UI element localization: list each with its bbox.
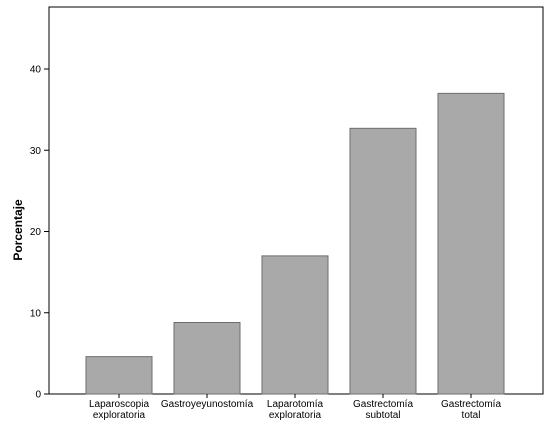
x-axis: Laparoscopia exploratoria Gastroyeyunostom… — [89, 394, 501, 421]
bar-3 — [349, 127, 417, 395]
x-tick-label-0: Laparoscopia exploratoria — [89, 399, 149, 421]
y-tick-label-0: 0 — [35, 390, 41, 401]
bar-0 — [85, 356, 153, 395]
bar-1 — [173, 322, 241, 395]
y-axis-title: Porcentaje — [11, 199, 25, 261]
y-tick-label-1: 10 — [30, 308, 42, 319]
x-tick-label-1: Gastroyeyunostomía — [161, 399, 254, 410]
x-tick-label-4: Gastrectomía total — [441, 399, 501, 421]
y-axis: 0 10 20 30 40 — [30, 65, 49, 401]
x-tick-label-2: Laparotomía exploratoria — [267, 399, 324, 421]
bar-2 — [261, 255, 329, 395]
y-tick-label-3: 30 — [30, 146, 42, 157]
bars — [85, 92, 505, 395]
bar-4 — [437, 92, 505, 395]
x-tick-label-3: Gastrectomía subtotal — [353, 399, 413, 421]
y-tick-label-4: 40 — [30, 65, 42, 76]
y-tick-label-2: 20 — [30, 227, 42, 238]
